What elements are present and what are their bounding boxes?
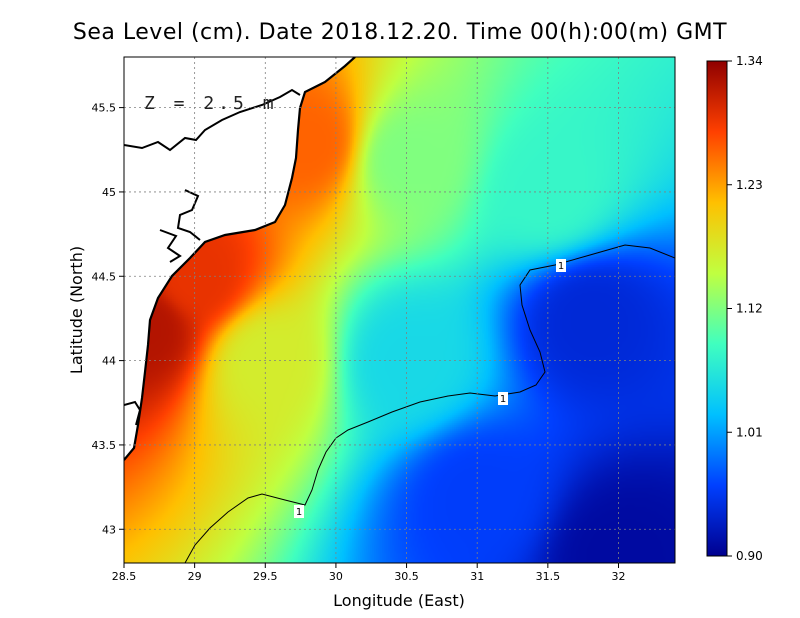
colorbar-tick-label: 1.34 bbox=[736, 54, 763, 68]
coastline bbox=[124, 57, 356, 461]
x-tick-label: 30 bbox=[329, 570, 343, 583]
y-tick-label: 43 bbox=[102, 523, 116, 536]
svg-text:1: 1 bbox=[500, 394, 506, 405]
colorbar bbox=[706, 60, 728, 557]
sea-level-field bbox=[124, 57, 675, 563]
x-tick-label: 30.5 bbox=[394, 570, 419, 583]
depth-label: Z = 2.5 m bbox=[144, 93, 278, 114]
x-tick-label: 31.5 bbox=[536, 570, 561, 583]
svg-text:1: 1 bbox=[296, 507, 302, 518]
x-tick-label: 28.5 bbox=[112, 570, 137, 583]
colorbar-tick-label: 1.23 bbox=[736, 178, 763, 192]
lagoon-outline bbox=[124, 88, 301, 152]
lagoon-outline bbox=[176, 189, 201, 241]
colorbar-tick-label: 1.12 bbox=[736, 302, 763, 316]
plot-frame bbox=[123, 56, 676, 564]
colorbar-tick-label: 1.01 bbox=[736, 425, 763, 439]
y-tick-label: 45.5 bbox=[92, 102, 117, 115]
x-tick-label: 29.5 bbox=[253, 570, 278, 583]
x-axis-label: Longitude (East) bbox=[333, 591, 465, 610]
lagoon-outline bbox=[124, 400, 142, 426]
x-axis-ticks: 28.5 29 29.5 30 30.5 31 31.5 32 bbox=[112, 563, 625, 583]
y-tick-label: 43.5 bbox=[92, 439, 117, 452]
colorbar-ticks: 0.90 1.01 1.12 1.23 1.34 bbox=[727, 54, 763, 563]
y-axis-label: Latitude (North) bbox=[67, 246, 86, 374]
contour-label: 1 bbox=[498, 392, 508, 405]
y-tick-label: 44.5 bbox=[92, 270, 117, 283]
land-area bbox=[124, 57, 355, 460]
svg-text:1: 1 bbox=[558, 261, 564, 272]
x-tick-label: 32 bbox=[611, 570, 625, 583]
contour-label: 1 bbox=[556, 259, 566, 272]
x-tick-label: 31 bbox=[470, 570, 484, 583]
contour-line-1 bbox=[184, 244, 675, 563]
y-tick-label: 45 bbox=[102, 186, 116, 199]
contour-label: 1 bbox=[294, 505, 304, 518]
y-tick-label: 44 bbox=[102, 355, 116, 368]
map-grid bbox=[124, 57, 675, 563]
y-axis-ticks: 43 43.5 44 44.5 45 45.5 bbox=[92, 102, 124, 536]
x-tick-label: 29 bbox=[188, 570, 202, 583]
lagoon-outline bbox=[159, 229, 182, 263]
colorbar-tick-label: 0.90 bbox=[736, 549, 763, 563]
map-title: Sea Level (cm). Date 2018.12.20. Time 00… bbox=[72, 20, 728, 45]
